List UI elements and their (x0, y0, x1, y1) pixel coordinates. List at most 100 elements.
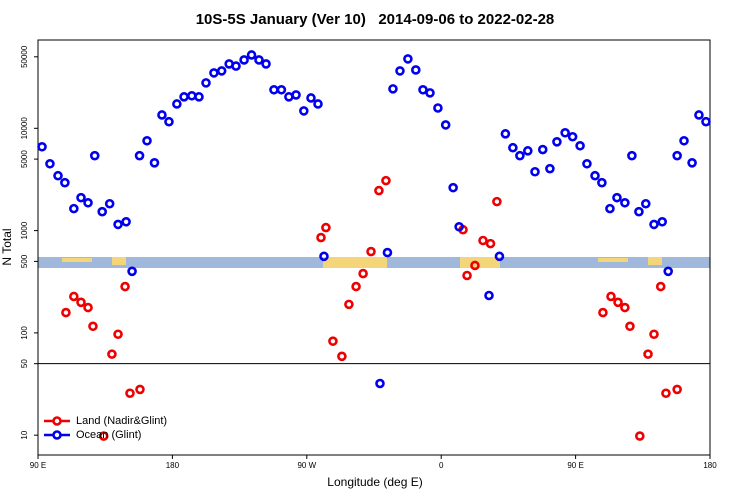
data-point (560, 127, 570, 138)
data-point (313, 99, 323, 109)
data-point (411, 65, 421, 75)
data-point (470, 260, 480, 271)
data-point (395, 66, 405, 76)
data-point (239, 55, 249, 65)
data-point (61, 307, 71, 318)
data-point (494, 251, 505, 262)
data-point (640, 198, 651, 209)
data-point (231, 61, 241, 71)
x-tick-label: 0 (439, 461, 444, 470)
data-point (306, 93, 316, 103)
data-point (113, 219, 123, 230)
data-point (672, 150, 682, 161)
data-point (60, 177, 70, 188)
data-point (134, 150, 145, 161)
data-point (655, 281, 666, 292)
data-point (643, 349, 653, 359)
data-point (53, 170, 63, 181)
x-tick-label: 90 W (297, 461, 316, 470)
data-point (613, 297, 623, 308)
map-strip (38, 257, 710, 268)
data-point (45, 158, 55, 169)
x-tick-label: 90 E (30, 461, 46, 470)
data-point (121, 216, 131, 227)
data-point (69, 291, 79, 302)
data-point (606, 291, 616, 302)
data-point (545, 163, 555, 174)
data-point (374, 185, 384, 196)
data-point (358, 268, 368, 279)
data-point (672, 384, 682, 395)
data-point (98, 431, 109, 441)
data-point (454, 221, 464, 232)
data-point (179, 92, 189, 102)
data-point (209, 68, 219, 78)
y-tick-label: 10000 (20, 117, 29, 140)
land-patch (112, 257, 126, 265)
data-point (246, 50, 257, 60)
data-point (687, 158, 697, 168)
data-point (201, 78, 211, 88)
data-point (261, 59, 271, 69)
data-point (701, 116, 711, 127)
data-point (321, 222, 331, 233)
data-point (634, 206, 644, 217)
data-point (612, 192, 622, 203)
data-point (291, 90, 301, 100)
data-point (37, 141, 47, 152)
data-point (276, 84, 287, 95)
y-tick-label: 5000 (20, 150, 29, 168)
land-patch (460, 257, 500, 268)
data-point (157, 110, 167, 120)
data-point (485, 238, 496, 249)
y-tick-label: 50000 (20, 45, 29, 68)
data-point (120, 281, 130, 292)
data-point (440, 120, 451, 130)
data-point (649, 329, 659, 340)
land-patch (598, 258, 628, 262)
x-tick-label: 90 E (567, 461, 583, 470)
land-patch (323, 257, 387, 268)
data-point (620, 302, 630, 313)
data-point (663, 266, 673, 277)
data-point (328, 336, 338, 346)
legend-label: Ocean (Glint) (76, 429, 141, 441)
data-point (425, 88, 435, 98)
data-point (127, 266, 137, 277)
legend-marker (52, 430, 62, 440)
data-point (552, 137, 562, 147)
data-point (316, 232, 326, 243)
data-point (605, 203, 615, 214)
data-point (83, 302, 93, 313)
data-point (625, 321, 635, 332)
x-tick-label: 180 (166, 461, 180, 470)
data-point (448, 182, 458, 193)
data-point (104, 198, 115, 209)
data-point (135, 384, 145, 395)
y-tick-label: 500 (20, 254, 29, 268)
data-point (164, 116, 174, 127)
data-point (635, 431, 645, 441)
y-axis-label: N Total (0, 228, 14, 265)
data-point (433, 103, 443, 113)
data-point (590, 170, 600, 181)
data-point (149, 158, 160, 168)
legend-label: Land (Nadir&Glint) (76, 415, 167, 427)
data-point (620, 197, 630, 208)
data-point (582, 158, 592, 169)
data-point (381, 175, 391, 186)
x-axis-label: Longitude (deg E) (327, 475, 422, 489)
data-point (382, 247, 393, 258)
land-patch (648, 257, 662, 265)
data-point (97, 206, 108, 217)
data-point (679, 135, 689, 146)
data-point (76, 192, 86, 203)
data-point (484, 290, 494, 301)
data-point (388, 84, 398, 94)
data-point (269, 84, 279, 95)
data-point (575, 140, 585, 151)
data-point (500, 129, 511, 139)
land-patch (62, 258, 92, 262)
data-point (125, 388, 135, 399)
